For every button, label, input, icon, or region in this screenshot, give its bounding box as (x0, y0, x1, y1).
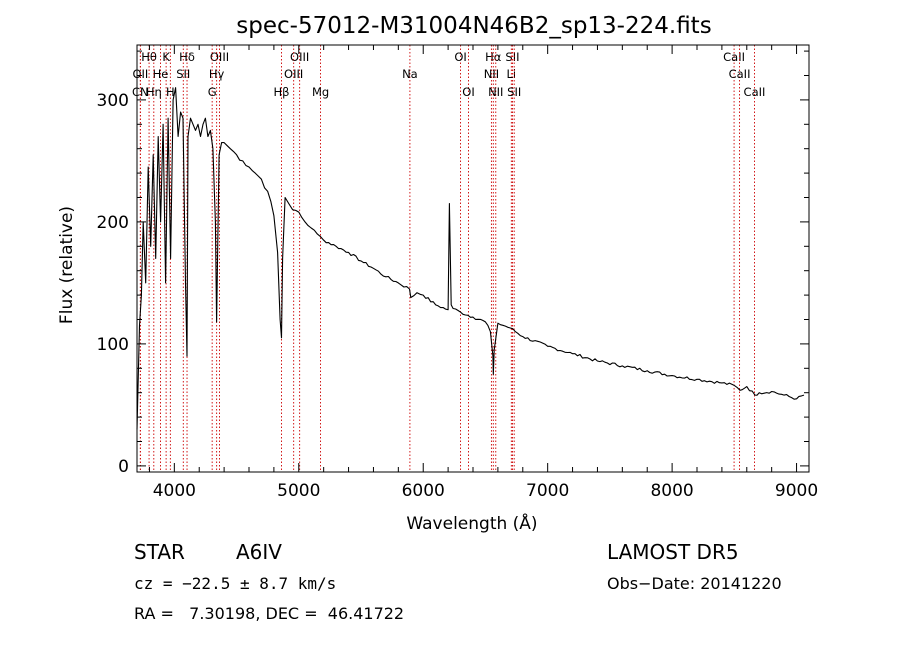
spectral-line-label: Hθ (141, 50, 157, 64)
spectral-line-label: NII (488, 85, 503, 99)
redshift-info: cz = −22.5 ± 8.7 km/s (134, 574, 337, 593)
plot-frame (136, 44, 810, 473)
spectral-line-label: Hδ (179, 50, 195, 64)
spectral-line-label: Na (402, 67, 418, 81)
x-tick-label: 9000 (775, 481, 818, 501)
spectral-line-label: CaII (723, 50, 745, 64)
y-tick-label: 100 (97, 335, 129, 355)
spectrum-line (136, 87, 805, 430)
y-axis-label: Flux (relative) (57, 206, 77, 324)
x-tick-label: 4000 (153, 481, 196, 501)
axis-ticks: 4000 5000 6000 7000 8000 9000 0 100 200 300 (97, 45, 818, 501)
spectral-line-label: CaII (744, 85, 766, 99)
y-tick-label: 300 (97, 91, 129, 111)
coordinates-info: RA = 7.30198, DEC = 46.41722 (134, 604, 405, 623)
chart-title: spec-57012-M31004N46B2_sp13-224.fits (236, 13, 711, 39)
spectral-line-label: SII (176, 67, 190, 81)
y-tick-label: 0 (118, 457, 129, 477)
survey-label: LAMOST DR5 (607, 540, 739, 564)
observation-date: Obs−Date: 20141220 (607, 574, 782, 593)
x-axis-label: Wavelength (Å) (406, 512, 537, 534)
spectral-line-label: OIII (210, 50, 229, 64)
spectral-line-label: OIII (290, 50, 309, 64)
spectral-line-label: OIII (284, 67, 303, 81)
y-tick-label: 200 (97, 213, 129, 233)
spectral-line-label: He (153, 67, 169, 81)
spectral-line-label: SII (507, 85, 521, 99)
spectral-line-label: G (208, 85, 217, 99)
spectral-line-label: Hγ (209, 67, 225, 81)
x-tick-label: 6000 (402, 481, 445, 501)
spectral-line-label: H (166, 85, 175, 99)
spectral-line-label: Hη (146, 85, 162, 99)
x-tick-label: 5000 (277, 481, 320, 501)
spectral-line-label: Mg (312, 85, 329, 99)
spectral-subclass: A6IV (236, 540, 282, 564)
x-tick-label: 7000 (526, 481, 569, 501)
spectral-line-label: OI (462, 85, 474, 99)
x-tick-label: 8000 (650, 481, 693, 501)
spectral-line-label: Hβ (273, 85, 289, 99)
spectral-line-label: CaII (729, 67, 751, 81)
spectral-line-label: OI (454, 50, 466, 64)
spectral-line-label: CN (132, 85, 149, 99)
spectral-line-label: Hα (485, 50, 502, 64)
spectral-line-label: NII (484, 67, 499, 81)
spectral-line-label: Li (507, 67, 517, 81)
spectral-line-label: K (162, 50, 170, 64)
spectral-line-label: SII (505, 50, 519, 64)
object-type: STAR (134, 540, 185, 564)
